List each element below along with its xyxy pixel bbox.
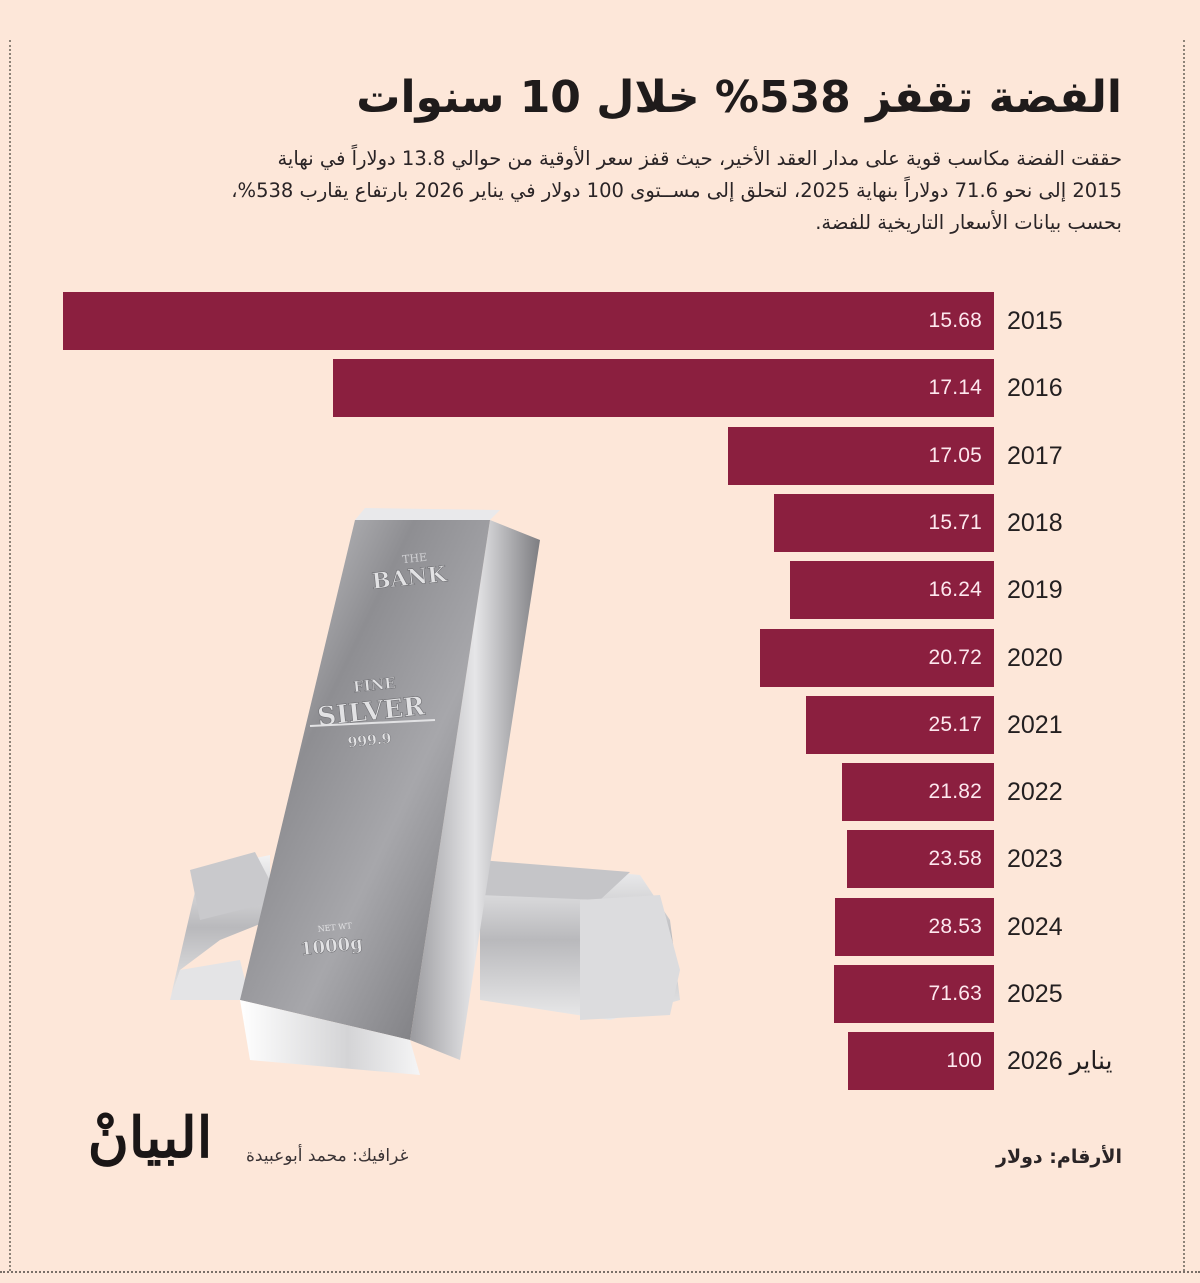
year-label: 2015 — [1007, 306, 1063, 335]
bar-4: 16.24 — [790, 561, 994, 619]
chart-title: الفضة تقفز 538% خلال 10 سنوات — [356, 72, 1122, 123]
frame-bottom-border — [0, 1271, 1200, 1273]
engraving-the: THE — [402, 551, 428, 567]
bar-value-label: 28.53 — [928, 915, 982, 938]
bar-6: 25.17 — [806, 696, 994, 754]
engraving-purity: 999.9 — [347, 731, 392, 751]
bar-10: 71.63 — [834, 965, 994, 1023]
bar-value-label: 20.72 — [928, 646, 982, 669]
bar-value-label: 71.63 — [928, 982, 982, 1005]
graphic-credit: غرافيك: محمد أبوعبيدة — [246, 1146, 409, 1166]
bar-value-label: 17.05 — [928, 444, 982, 467]
bar-7: 21.82 — [842, 763, 994, 821]
bar-2: 17.05 — [728, 427, 994, 485]
intro-line-2: 2015 إلى نحو 71.6 دولاراً بنهاية 2025، ل… — [231, 179, 1122, 202]
bar-value-label: 23.58 — [928, 847, 982, 870]
bar-0: 15.68 — [63, 292, 994, 350]
bar-11: 100 — [848, 1032, 994, 1090]
year-label: 2024 — [1007, 912, 1063, 941]
engraving-fine: FINE — [352, 674, 396, 696]
engraving-weight-caption: NET WT — [317, 921, 353, 934]
year-label: 2020 — [1007, 643, 1063, 672]
bar-value-label: 15.71 — [928, 511, 982, 534]
year-label: 2016 — [1007, 373, 1063, 402]
bar-value-label: 15.68 — [928, 309, 982, 332]
bar-value-label: 21.82 — [928, 780, 982, 803]
year-label: 2018 — [1007, 508, 1063, 537]
units-note: الأرقام: دولار — [996, 1146, 1122, 1168]
year-label: 2022 — [1007, 777, 1063, 806]
year-label: 2021 — [1007, 710, 1063, 739]
bar-value-label: 100 — [946, 1049, 982, 1072]
bar-value-label: 16.24 — [928, 578, 982, 601]
frame-right-border — [1183, 40, 1185, 1271]
frame-left-border — [9, 40, 11, 1271]
bar-value-label: 25.17 — [928, 713, 982, 736]
intro-line-1: حققت الفضة مكاسب قوية على مدار العقد الأ… — [277, 147, 1122, 170]
bar-8: 23.58 — [847, 830, 994, 888]
year-label: 2017 — [1007, 441, 1063, 470]
intro-paragraph: حققت الفضة مكاسب قوية على مدار العقد الأ… — [52, 143, 1122, 239]
silver-bars-illustration: THE BANK FINE SILVER 999.9 NET WT 1000g — [170, 508, 680, 1075]
intro-line-3: بحسب بيانات الأسعار التاريخية للفضة. — [815, 211, 1122, 234]
bar-5: 20.72 — [760, 629, 994, 687]
bar-9: 28.53 — [835, 898, 994, 956]
bar-3: 15.71 — [774, 494, 994, 552]
albayan-logo: البيانْ — [87, 1105, 213, 1171]
year-label: 2019 — [1007, 575, 1063, 604]
year-label: يناير 2026 — [1007, 1047, 1113, 1075]
year-label: 2025 — [1007, 979, 1063, 1008]
bar-value-label: 17.14 — [928, 376, 982, 399]
year-label: 2023 — [1007, 844, 1063, 873]
bar-1: 17.14 — [333, 359, 994, 417]
